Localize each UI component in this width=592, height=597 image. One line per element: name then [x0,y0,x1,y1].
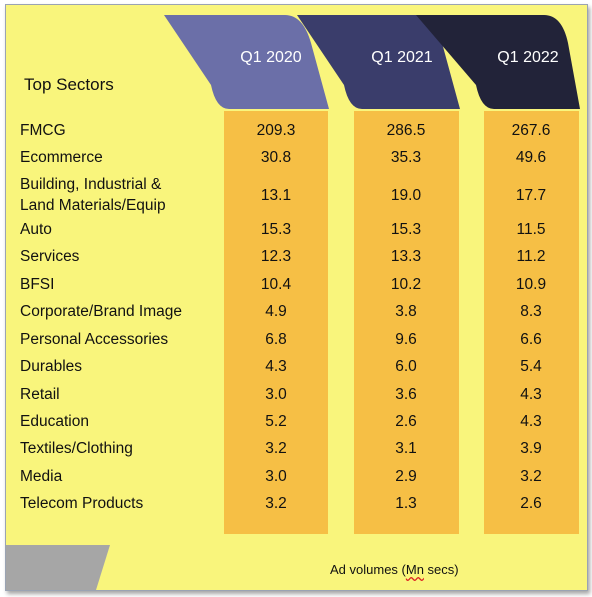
cell-fmcg-2022: 267.6 [511,122,551,139]
cell-retail-2021: 3.6 [395,386,417,403]
cell-media-2022: 3.2 [520,468,542,485]
cell-fmcg-2021: 286.5 [386,122,426,139]
header-tab-q1-2022 [416,15,580,109]
cell-education-2020: 5.2 [265,413,287,430]
column-header-shapes [164,15,580,109]
footnote-prefix: Ad volumes ( [330,562,406,577]
row-label-services: Services [20,248,80,265]
row-label-auto: Auto [20,221,52,238]
cell-durables-2022: 5.4 [520,358,542,375]
row-label-media: Media [20,468,63,485]
cell-bfsi-2021: 10.2 [390,276,422,293]
cell-personal-accessories-2021: 9.6 [395,331,417,348]
cell-personal-accessories-2022: 6.6 [520,331,542,348]
cell-building-2022: 17.7 [515,187,547,204]
row-label-bfsi: BFSI [20,276,55,293]
cell-textiles-2022: 3.9 [520,440,542,457]
cell-durables-2021: 6.0 [395,358,417,375]
row-label-retail: Retail [20,386,60,403]
cell-media-2020: 3.0 [265,468,287,485]
header-tab-q1-2020 [164,15,329,109]
column-header-q1-2021: Q1 2021 [371,49,433,66]
row-label-personal-accessories: Personal Accessories [20,331,169,348]
cell-corporate-2021: 3.8 [395,303,417,320]
sector-table-slide: Q1 2020 Q1 2021 Q1 2022 Top Sectors FMCG… [5,4,588,591]
column-fill-q1-2022 [484,111,579,534]
row-label-corporate-brand-image: Corporate/Brand Image [20,303,182,320]
cell-bfsi-2022: 10.9 [515,276,547,293]
column-header-q1-2020: Q1 2020 [240,49,302,66]
footnote-suffix: secs) [423,562,459,577]
footnote: Ad volumes (Mn secs) [330,562,459,577]
row-label-fmcg: FMCG [20,122,66,139]
row-label-textiles-clothing: Textiles/Clothing [20,440,133,457]
row-label-telecom-products: Telecom Products [20,495,144,512]
cell-services-2022: 11.2 [516,248,546,265]
row-label-education: Education [20,413,89,430]
cell-media-2021: 2.9 [395,468,417,485]
cell-corporate-2022: 8.3 [520,303,542,320]
cell-retail-2020: 3.0 [265,386,287,403]
cell-telecom-2020: 3.2 [265,495,287,512]
row-label-durables: Durables [20,358,83,375]
column-header-q1-2022: Q1 2022 [497,49,559,66]
row-label-ecommerce: Ecommerce [20,149,103,166]
column-fill-q1-2020 [224,111,328,534]
cell-auto-2021: 15.3 [390,221,422,238]
cell-fmcg-2020: 209.3 [256,122,296,139]
cell-personal-accessories-2020: 6.8 [265,331,287,348]
cell-education-2022: 4.3 [520,413,542,430]
cell-textiles-2021: 3.1 [395,440,417,457]
cell-building-2021: 19.0 [390,187,422,204]
gray-corner-shape [6,545,110,590]
row-label-building-line2: Land Materials/Equip [20,197,166,214]
row-label-building-line1: Building, Industrial & [20,176,162,193]
cell-telecom-2022: 2.6 [520,495,542,512]
cell-ecommerce-2022: 49.6 [515,149,547,166]
cell-bfsi-2020: 10.4 [260,276,292,293]
header-tab-q1-2021 [297,15,460,109]
cell-durables-2020: 4.3 [265,358,287,375]
cell-education-2021: 2.6 [395,413,417,430]
cell-ecommerce-2020: 30.8 [260,149,292,166]
cell-ecommerce-2021: 35.3 [390,149,422,166]
cell-corporate-2020: 4.9 [265,303,287,320]
cell-building-2020: 13.1 [260,187,292,204]
table-title: Top Sectors [24,75,114,94]
column-fill-q1-2021 [354,111,459,534]
cell-retail-2022: 4.3 [520,386,542,403]
cell-services-2020: 12.3 [260,248,292,265]
cell-telecom-2021: 1.3 [395,495,417,512]
cell-textiles-2020: 3.2 [265,440,287,457]
footnote-unit: Mn [405,562,424,577]
cell-auto-2022: 11.5 [516,221,546,238]
cell-services-2021: 13.3 [390,248,422,265]
cell-auto-2020: 15.3 [260,221,292,238]
